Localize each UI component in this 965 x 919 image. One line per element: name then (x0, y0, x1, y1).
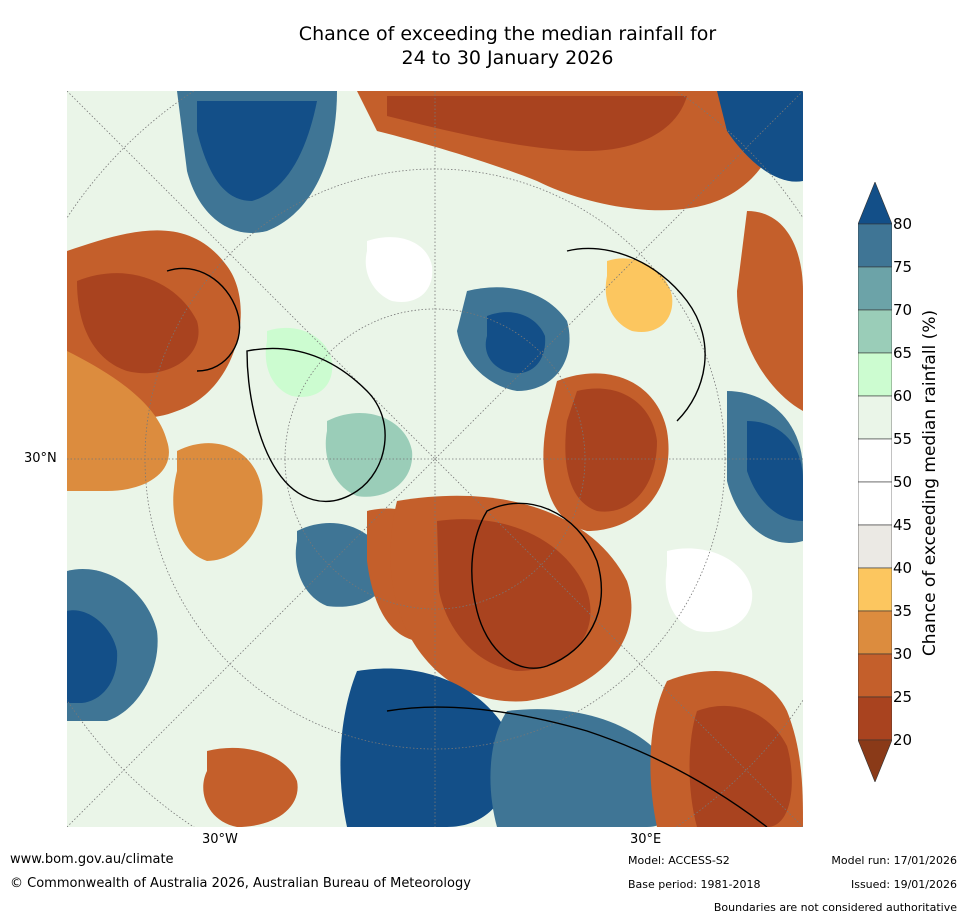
colorbar-tick-label: 30 (893, 645, 913, 663)
colorbar-tick-label: 80 (893, 215, 913, 233)
colorbar-bin-25-30 (858, 653, 892, 698)
map-canvas (67, 91, 803, 827)
colorbar-tick-label: 70 (893, 301, 913, 319)
colorbar-bin-below-20 (858, 739, 892, 782)
colorbar-bin-50-55 (858, 438, 892, 483)
colorbar-bin-60-65 (858, 352, 892, 397)
footer-issued: Issued: 19/01/2026 (850, 878, 957, 891)
colorbar-bin-30-35 (858, 610, 892, 655)
map-title: Chance of exceeding the median rainfall … (0, 22, 965, 70)
colorbar-tick-label: 50 (893, 473, 913, 491)
colorbar-tick-label: 60 (893, 387, 913, 405)
colorbar-title: Chance of exceeding median rainfall (%) (920, 309, 940, 657)
footer-base-period: Base period: 1981-2018 (628, 878, 761, 891)
colorbar-bin-45-50 (858, 481, 892, 526)
colorbar-tick-label: 25 (893, 688, 913, 706)
footer-model: Model: ACCESS-S2 (628, 854, 730, 867)
colorbar-bin-40-45 (858, 524, 892, 569)
lat-label-30n: 30°N (24, 451, 57, 466)
colorbar-tick-label: 35 (893, 602, 913, 620)
footer-website[interactable]: www.bom.gov.au/climate (10, 852, 174, 867)
title-line-2: 24 to 30 January 2026 (401, 47, 614, 69)
colorbar-bin-above-80 (858, 182, 892, 225)
colorbar-bin-75-80 (858, 223, 892, 268)
graticule (67, 91, 803, 827)
colorbar-tick-label: 65 (893, 344, 913, 362)
footer-disclaimer: Boundaries are not considered authoritat… (713, 901, 957, 914)
colorbar-bin-70-75 (858, 266, 892, 311)
colorbar-bin-55-60 (858, 395, 892, 440)
footer-model-run: Model run: 17/01/2026 (831, 854, 957, 867)
footer-copyright: © Commonwealth of Australia 2026, Austra… (10, 876, 471, 891)
title-line-1: Chance of exceeding the median rainfall … (298, 23, 717, 45)
lon-label-30w: 30°W (202, 832, 238, 847)
colorbar-tick-label: 20 (893, 731, 913, 749)
colorbar (858, 182, 892, 782)
colorbar-bin-35-40 (858, 567, 892, 612)
colorbar-bins (858, 182, 892, 782)
lon-label-30e: 30°E (630, 832, 662, 847)
colorbar-tick-label: 55 (893, 430, 913, 448)
rainfall-probability-map[interactable] (67, 91, 803, 827)
colorbar-tick-label: 75 (893, 258, 913, 276)
coastlines (166, 247, 768, 827)
colorbar-bin-20-25 (858, 696, 892, 741)
colorbar-tick-label: 45 (893, 516, 913, 534)
colorbar-bin-65-70 (858, 309, 892, 354)
colorbar-tick-label: 40 (893, 559, 913, 577)
